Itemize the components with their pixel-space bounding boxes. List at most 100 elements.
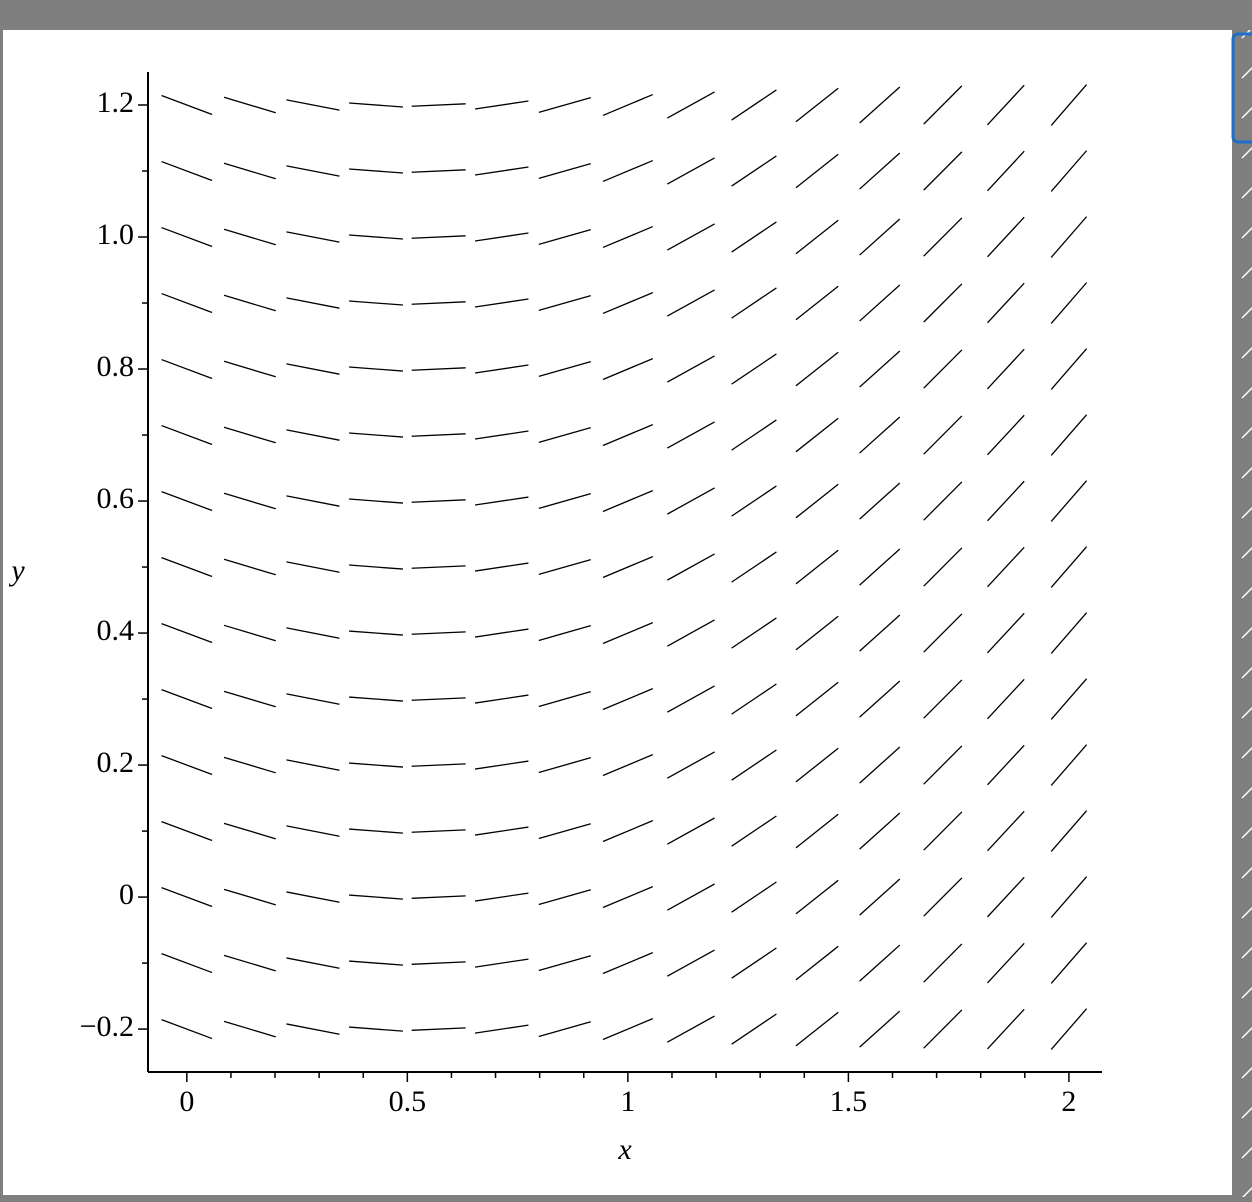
slope-segment [161,622,213,644]
slope-segment [923,613,963,653]
slope-segment [987,678,1025,720]
slope-segment [602,490,654,513]
slope-segment [349,300,403,306]
slope-segment [602,820,654,843]
slope-segment [286,627,340,639]
slope-segment [474,364,529,374]
slope-segment [474,1024,529,1034]
slope-segment [795,483,839,519]
slope-segment [602,159,654,183]
slope-segment [161,424,213,446]
slope-segment [731,749,777,781]
slope-segment [1050,480,1088,522]
slope-segment [411,103,466,107]
slope-segment [161,358,213,380]
slope-segment [602,886,654,909]
slope-segment [923,547,963,587]
slope-segment [286,297,340,309]
slope-segment [667,685,715,713]
slope-segment [987,612,1025,654]
slope-segment [602,688,654,711]
slope-segment [411,961,466,965]
slope-segment [731,551,777,583]
slope-segment [161,556,213,578]
slope-segment [859,812,901,850]
slope-segment [795,747,839,783]
slope-segment [859,218,901,256]
slope-segment [349,564,403,570]
slope-segment [538,361,591,378]
y-tick-label: 0 [119,878,134,911]
slope-segment [923,151,963,191]
slope-segment [987,546,1025,588]
slope-segment [349,498,403,504]
slope-segment [474,100,529,110]
slope-segment [987,744,1025,786]
slope-segment [474,694,529,704]
slope-segment [349,696,403,702]
slope-segment [223,822,276,840]
slope-segment [795,945,839,981]
slope-segment [1050,612,1088,654]
slope-segment [795,153,839,189]
slope-segment [731,353,777,385]
slope-segment [411,631,466,635]
slope-segment [161,1019,213,1040]
slope-segment [731,287,777,319]
slope-segment [161,490,213,512]
slope-segment [538,295,591,312]
slope-segment [602,291,654,315]
slope-segment [859,1010,901,1048]
slope-segment [538,427,591,444]
slope-segment [538,1021,591,1038]
x-tick-label: 1 [620,1085,635,1118]
slope-segment [286,957,340,969]
slope-segment [859,350,901,388]
slope-segment [1050,348,1088,390]
slope-segment [859,548,901,586]
slope-segment [667,751,715,779]
slope-segment [602,754,654,777]
slope-segment [1050,678,1088,720]
slope-segment [859,944,901,982]
slope-segment [223,624,276,642]
slope-segment [411,565,466,569]
y-tick-label: 1.2 [97,86,135,119]
slope-segment [538,96,591,114]
slope-segment [667,817,715,845]
selection-box[interactable] [1231,32,1252,144]
slope-segment [538,493,591,510]
slope-segment [923,877,963,917]
slope-segment [1050,876,1088,918]
slope-segment [667,289,715,317]
slope-segment [731,89,777,121]
y-tick-label: −0.2 [80,1010,134,1043]
slope-segment [286,165,340,177]
slope-segment [538,955,591,972]
slope-segment [795,615,839,651]
slope-segment [731,485,777,517]
slope-segment [411,763,466,767]
slope-segment [161,688,213,710]
slope-segment [1050,150,1088,192]
slope-segment [411,367,466,371]
slope-segment [349,762,403,768]
slope-segment [923,85,963,125]
slope-segment [1050,84,1088,126]
slope-segment [731,419,777,451]
slope-segment [538,559,591,576]
y-tick-label: 1.0 [97,218,135,251]
slope-segment [731,815,777,847]
slope-segment [667,883,715,911]
slope-segment [923,745,963,785]
slope-segment [1050,1008,1088,1050]
slope-segment [349,1026,403,1032]
slope-segment [474,562,529,572]
slope-segment [859,416,901,454]
x-tick-label: 2 [1061,1085,1076,1118]
slope-segment [474,166,529,176]
slope-segment [987,414,1025,456]
slope-segment [795,681,839,717]
